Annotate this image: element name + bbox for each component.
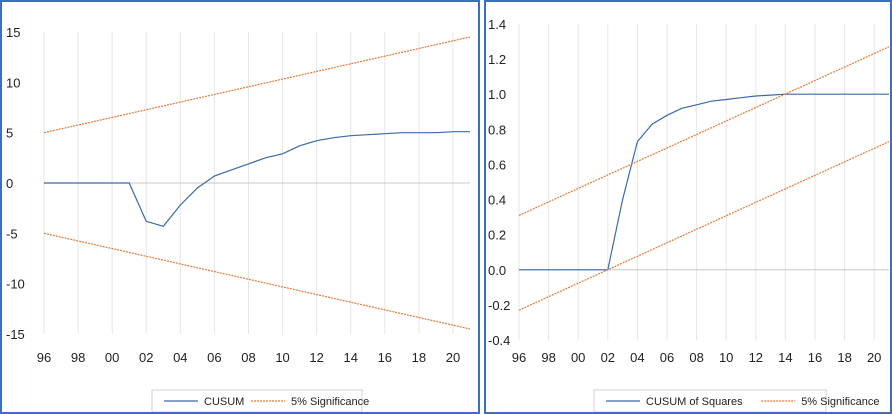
x-tick-label: 98 [71, 350, 85, 365]
x-tick-label: 96 [37, 350, 51, 365]
x-tick-label: 06 [660, 350, 674, 365]
x-tick-label: 04 [630, 350, 644, 365]
x-tick-label: 18 [837, 350, 851, 365]
x-tick-label: 08 [241, 350, 255, 365]
x-tick-label: 10 [719, 350, 733, 365]
y-tick-label: 0.2 [488, 228, 506, 243]
x-tick-label: 16 [378, 350, 392, 365]
legend: CUSUM 5% Significance [151, 389, 369, 412]
significance-bound-line [43, 232, 471, 330]
y-tick-label: -0.4 [488, 333, 510, 348]
y-tick-label: 5 [6, 126, 13, 141]
x-tick-label: 20 [867, 350, 881, 365]
x-tick-label: 14 [343, 350, 357, 365]
y-tick-label: 0 [6, 176, 13, 191]
x-tick-label: 00 [105, 350, 119, 365]
y-tick-label: 1.4 [488, 17, 506, 32]
legend-label: 5% Significance [291, 396, 369, 408]
y-tick-label: 0.4 [488, 193, 506, 208]
y-tick-label: 1.0 [488, 87, 506, 102]
y-tick-label: 1.2 [488, 52, 506, 67]
x-tick-label: 00 [571, 350, 585, 365]
cusum-squares-chart: 1.4 1.2 1.0 0.8 0.6 0.4 0.2 0.0 -0.2 -0.496 98 00 02… [488, 17, 890, 412]
y-tick-label: -0.2 [488, 298, 510, 313]
x-tick-label: 20 [446, 350, 460, 365]
x-tick-label: 02 [601, 350, 615, 365]
y-tick-label: 0.6 [488, 157, 506, 172]
legend-label: CUSUM [204, 396, 244, 408]
x-tick-label: 02 [139, 350, 153, 365]
cusum-squares-chart-panel: 1.4 1.2 1.0 0.8 0.6 0.4 0.2 0.0 -0.2 -0.4 96 98 00 02… [484, 0, 892, 414]
y-tick-label: 0.8 [488, 122, 506, 137]
significance-bound-line [43, 36, 471, 134]
x-tick-label: 04 [173, 350, 187, 365]
legend-label: CUSUM of Squares [646, 396, 743, 408]
y-tick-label: -15 [6, 327, 25, 342]
significance-bound-line [518, 141, 890, 311]
cusum-chart-panel: 15 10 5 0 -5 -10 -15 96 98 00 02 04 06 08 10 12 14 16 18 20… [0, 0, 480, 414]
y-tick-label: -10 [6, 277, 25, 292]
x-tick-label: 16 [808, 350, 822, 365]
x-tick-label: 06 [207, 350, 221, 365]
x-tick-label: 14 [778, 350, 792, 365]
x-tick-label: 12 [309, 350, 323, 365]
y-tick-label: 15 [6, 25, 20, 40]
x-tick-label: 10 [275, 350, 289, 365]
x-tick-label: 12 [749, 350, 763, 365]
cusum-chart: 15 10 5 0 -5 -10 -15 96 98 00 02 04 06 08 10 12 14 16 18 20… [6, 25, 471, 412]
y-tick-label: 10 [6, 75, 20, 90]
x-tick-label: 96 [512, 350, 526, 365]
x-tick-label: 08 [689, 350, 703, 365]
significance-bound-line [518, 46, 890, 216]
legend-box [593, 389, 827, 412]
statistic-line [44, 131, 470, 227]
x-tick-label: 18 [412, 350, 426, 365]
statistic-line [519, 93, 889, 271]
y-tick-label: 0.0 [488, 263, 506, 278]
y-tick-label: -5 [6, 226, 18, 241]
legend-label: 5% Significance [801, 396, 879, 408]
x-tick-label: 98 [541, 350, 555, 365]
legend: CUSUM of Squares 5% Significance [593, 389, 879, 412]
